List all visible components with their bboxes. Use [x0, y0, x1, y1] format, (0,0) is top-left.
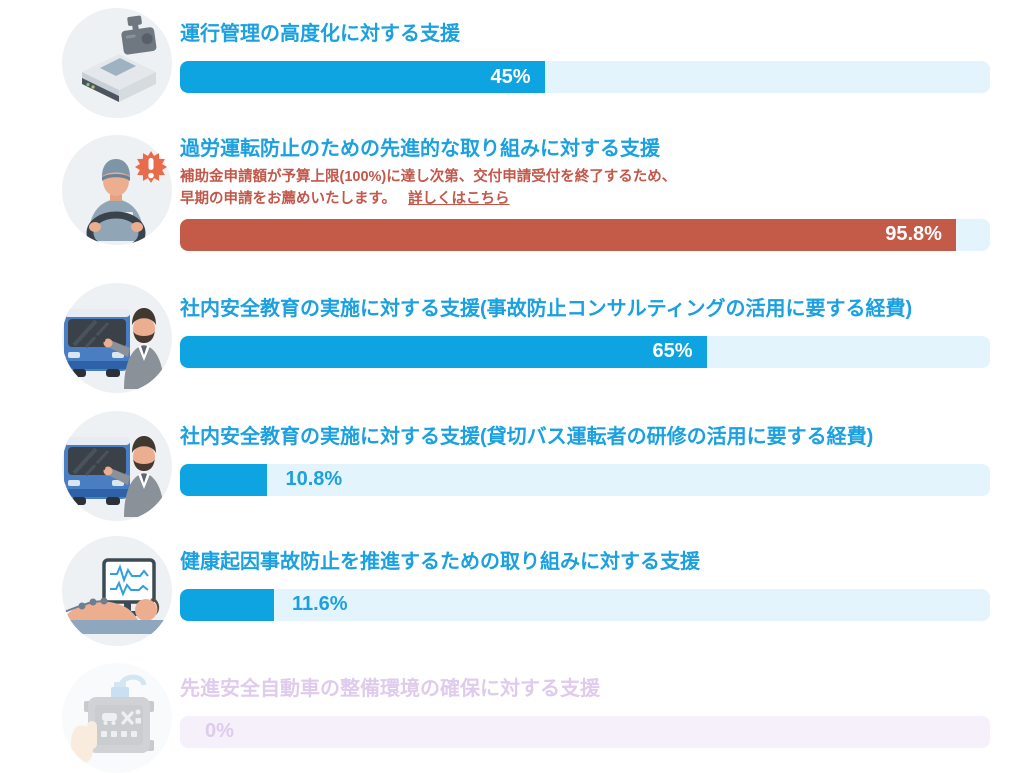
- row-title: 社内安全教育の実施に対する支援(事故防止コンサルティングの活用に要する経費): [180, 297, 913, 320]
- bus-instructor-icon: [62, 282, 172, 393]
- percent-label-outside: 0%: [205, 720, 234, 742]
- row-content: 過労運転防止のための先進的な取り組みに対する支援 補助金申請額が予算上限(100…: [180, 135, 990, 251]
- row-title: 過労運転防止のための先進的な取り組みに対する支援: [180, 138, 660, 160]
- subsidy-row: 社内安全教育の実施に対する支援(貸切バス運転者の研修の活用に要する経費) 10.…: [62, 410, 990, 521]
- subsidy-row: 運行管理の高度化に対する支援 45%: [62, 8, 990, 118]
- tachograph-icon: [62, 8, 172, 118]
- subsidy-rows: 運行管理の高度化に対する支援 45%: [62, 8, 990, 773]
- percent-label-inside: 95.8%: [885, 223, 942, 245]
- progress-fill: 65%: [180, 335, 707, 368]
- subsidy-row: 先進安全自動車の整備環境の確保に対する支援 0%: [62, 662, 990, 773]
- row-icon: [62, 135, 172, 245]
- deadline-note: 補助金申請額が予算上限(100%)に達し次第、交付申請受付を終了するため、 早期…: [180, 167, 990, 211]
- diagnostic-tool-icon: [62, 662, 172, 773]
- row-title: 社内安全教育の実施に対する支援(貸切バス運転者の研修の活用に要する経費): [180, 425, 874, 448]
- row-icon: [62, 662, 172, 773]
- percent-label-outside: 11.6%: [291, 593, 348, 615]
- percent-label-outside: 10.8%: [285, 468, 343, 490]
- row-icon: [62, 410, 172, 521]
- row-title: 先進安全自動車の整備環境の確保に対する支援: [180, 677, 600, 700]
- subsidy-row: 過労運転防止のための先進的な取り組みに対する支援 補助金申請額が予算上限(100…: [62, 135, 990, 251]
- progress-bar: 10.8%: [180, 463, 990, 496]
- progress-fill: 45%: [180, 61, 545, 93]
- row-content: 先進安全自動車の整備環境の確保に対する支援 0%: [180, 663, 990, 748]
- percent-label-inside: 45%: [490, 65, 531, 88]
- progress-bar: 45%: [180, 61, 990, 93]
- percent-label-inside: 65%: [652, 340, 693, 362]
- row-icon: [62, 282, 172, 393]
- driver-warning-icon: [62, 135, 172, 245]
- row-content: 健康起因事故防止を推進するための取り組みに対する支援 11.6%: [180, 536, 990, 621]
- bus-instructor-icon: [62, 410, 172, 521]
- note-line2: 早期の申請をお薦めいたします。: [180, 190, 397, 207]
- row-title: 健康起因事故防止を推進するための取り組みに対する支援: [180, 550, 700, 573]
- progress-fill: 95.8%: [180, 218, 956, 251]
- row-content: 運行管理の高度化に対する支援 45%: [180, 8, 990, 93]
- subsidy-row: 社内安全教育の実施に対する支援(事故防止コンサルティングの活用に要する経費) 6…: [62, 282, 990, 393]
- details-link[interactable]: 詳しくはこちら: [408, 190, 510, 207]
- health-monitor-icon: [62, 535, 172, 646]
- row-content: 社内安全教育の実施に対する支援(貸切バス運転者の研修の活用に要する経費) 10.…: [180, 411, 990, 496]
- progress-bar: 65%: [180, 335, 990, 368]
- row-icon: [62, 8, 172, 118]
- row-title: 運行管理の高度化に対する支援: [180, 23, 460, 45]
- note-line1: 補助金申請額が予算上限(100%)に達し次第、交付申請受付を終了するため、: [180, 169, 677, 185]
- progress-bar: 11.6%: [180, 588, 990, 621]
- row-content: 社内安全教育の実施に対する支援(事故防止コンサルティングの活用に要する経費) 6…: [180, 283, 990, 368]
- progress-bar: 0%: [180, 715, 990, 748]
- subsidy-row: 健康起因事故防止を推進するための取り組みに対する支援 11.6%: [62, 535, 990, 646]
- progress-bar: 95.8%: [180, 218, 990, 251]
- row-icon: [62, 535, 172, 646]
- progress-fill: [180, 463, 268, 496]
- progress-fill: [180, 588, 274, 621]
